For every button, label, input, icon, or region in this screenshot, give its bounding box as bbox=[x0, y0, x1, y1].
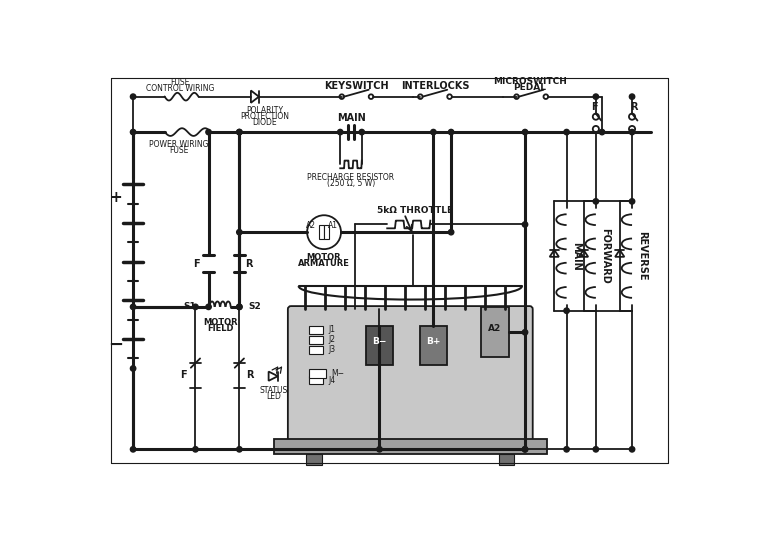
Circle shape bbox=[522, 222, 527, 227]
Polygon shape bbox=[615, 250, 625, 257]
Circle shape bbox=[236, 229, 242, 235]
Circle shape bbox=[564, 308, 569, 314]
Circle shape bbox=[131, 304, 136, 310]
Bar bbox=[318, 225, 324, 239]
Circle shape bbox=[236, 304, 242, 310]
Text: S2: S2 bbox=[249, 302, 261, 311]
Text: F: F bbox=[591, 102, 597, 113]
Text: M−: M− bbox=[331, 369, 344, 378]
Circle shape bbox=[564, 129, 569, 135]
Circle shape bbox=[131, 366, 136, 371]
Circle shape bbox=[193, 304, 198, 310]
Text: STATUS: STATUS bbox=[260, 385, 288, 394]
Circle shape bbox=[206, 129, 211, 135]
Text: −: − bbox=[109, 337, 124, 354]
Text: ARMATURE: ARMATURE bbox=[298, 259, 350, 268]
Text: CONTROL WIRING: CONTROL WIRING bbox=[146, 85, 214, 93]
Bar bbox=[324, 225, 329, 239]
Text: (250 Ω, 5 W): (250 Ω, 5 W) bbox=[327, 179, 375, 188]
Bar bbox=[481, 307, 509, 357]
Text: POWER WIRING: POWER WIRING bbox=[149, 140, 208, 149]
Circle shape bbox=[522, 129, 527, 135]
Circle shape bbox=[593, 446, 599, 452]
Circle shape bbox=[629, 446, 635, 452]
Circle shape bbox=[522, 446, 527, 452]
Text: R: R bbox=[246, 370, 254, 381]
Bar bbox=[309, 346, 322, 354]
Text: J2: J2 bbox=[328, 336, 335, 345]
Circle shape bbox=[131, 94, 136, 99]
Text: MAIN: MAIN bbox=[337, 113, 366, 123]
Text: R: R bbox=[630, 102, 638, 113]
Text: LED: LED bbox=[267, 392, 281, 401]
Text: POLARITY: POLARITY bbox=[246, 106, 283, 115]
Text: B−: B− bbox=[372, 337, 387, 346]
Circle shape bbox=[236, 446, 242, 452]
Bar bbox=[309, 369, 325, 378]
Bar bbox=[420, 326, 447, 364]
Circle shape bbox=[431, 129, 436, 135]
Text: S1: S1 bbox=[184, 302, 196, 311]
Text: A1: A1 bbox=[328, 221, 337, 230]
Text: REVERSE: REVERSE bbox=[637, 232, 647, 281]
Bar bbox=[306, 454, 321, 465]
Bar bbox=[309, 336, 322, 344]
Circle shape bbox=[236, 129, 242, 135]
Text: R: R bbox=[245, 259, 253, 269]
Circle shape bbox=[448, 229, 454, 235]
Text: PROTECTION: PROTECTION bbox=[240, 112, 290, 121]
Circle shape bbox=[206, 304, 211, 310]
Circle shape bbox=[629, 94, 635, 99]
Circle shape bbox=[629, 129, 635, 135]
Circle shape bbox=[193, 446, 198, 452]
Text: INTERLOCKS: INTERLOCKS bbox=[401, 81, 469, 91]
Bar bbox=[309, 326, 322, 334]
Circle shape bbox=[593, 94, 599, 99]
Circle shape bbox=[131, 129, 136, 135]
Circle shape bbox=[522, 330, 527, 335]
Text: F: F bbox=[180, 370, 186, 381]
Text: MICROSWITCH: MICROSWITCH bbox=[492, 77, 566, 86]
Text: MOTOR: MOTOR bbox=[203, 318, 237, 327]
Bar bbox=[274, 438, 546, 454]
Text: FORWARD: FORWARD bbox=[600, 228, 610, 284]
Circle shape bbox=[600, 129, 605, 135]
Polygon shape bbox=[579, 250, 588, 257]
Text: J1: J1 bbox=[328, 325, 335, 334]
Text: F: F bbox=[193, 259, 200, 269]
Text: MOTOR: MOTOR bbox=[307, 253, 341, 262]
Circle shape bbox=[629, 199, 635, 204]
Text: MAIN: MAIN bbox=[572, 242, 581, 271]
Circle shape bbox=[522, 446, 527, 452]
Polygon shape bbox=[268, 371, 278, 381]
Bar bbox=[309, 376, 322, 384]
Text: J4: J4 bbox=[328, 376, 335, 384]
Circle shape bbox=[448, 129, 454, 135]
Text: FUSE: FUSE bbox=[169, 146, 188, 155]
Text: A2: A2 bbox=[306, 221, 316, 230]
Circle shape bbox=[593, 199, 599, 204]
Text: PEDAL: PEDAL bbox=[513, 83, 546, 92]
Text: A2: A2 bbox=[489, 324, 502, 333]
Text: FIELD: FIELD bbox=[207, 324, 233, 333]
FancyBboxPatch shape bbox=[288, 306, 533, 443]
Text: J3: J3 bbox=[328, 346, 335, 354]
Circle shape bbox=[337, 129, 343, 135]
Text: PRECHARGE RESISTOR: PRECHARGE RESISTOR bbox=[308, 173, 394, 182]
Text: KEYSWITCH: KEYSWITCH bbox=[324, 81, 388, 91]
Text: 5kΩ THROTTLE: 5kΩ THROTTLE bbox=[377, 206, 453, 215]
Circle shape bbox=[377, 446, 382, 452]
Circle shape bbox=[236, 304, 242, 310]
Circle shape bbox=[564, 446, 569, 452]
Text: +: + bbox=[109, 190, 122, 205]
Circle shape bbox=[131, 446, 136, 452]
Text: B+: B+ bbox=[426, 337, 441, 346]
Bar bbox=[499, 454, 515, 465]
Circle shape bbox=[236, 129, 242, 135]
Text: DIODE: DIODE bbox=[252, 118, 277, 128]
Bar bbox=[366, 326, 394, 364]
Text: FUSE: FUSE bbox=[170, 78, 190, 87]
Polygon shape bbox=[549, 250, 559, 257]
Circle shape bbox=[359, 129, 365, 135]
